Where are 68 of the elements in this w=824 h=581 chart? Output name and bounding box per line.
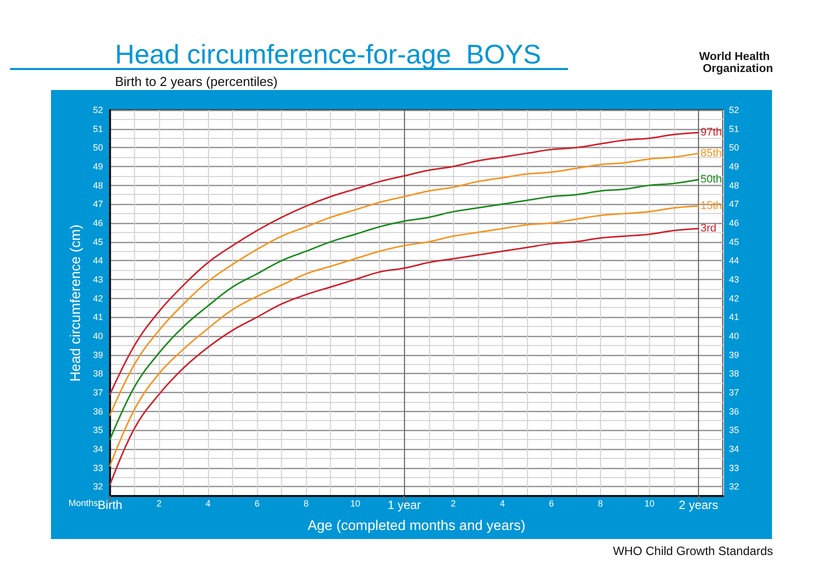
x-tick-label: Birth: [98, 498, 122, 512]
x-axis-title: Age (completed months and years): [308, 517, 526, 533]
y-tick-label: 42: [92, 293, 103, 304]
y2-tick-label: 34: [729, 444, 740, 454]
x-tick-label: 6: [548, 498, 554, 508]
series-label: 50th: [700, 174, 722, 186]
y2-tick-label: 39: [729, 350, 740, 360]
series-label: 3rd: [700, 222, 716, 235]
text: WHO Child Growth Standards: [612, 544, 773, 558]
y2-tick-label: 51: [729, 124, 740, 134]
y-tick-label: 32: [92, 482, 103, 492]
y-tick-label: 40: [92, 330, 103, 341]
y-tick-label: 34: [92, 444, 103, 454]
y2-tick-label: 49: [729, 161, 740, 172]
y2-tick-label: 37: [729, 387, 740, 398]
y-tick-label: 41: [92, 312, 103, 322]
y2-tick-label: 45: [729, 236, 740, 247]
y2-tick-label: 35: [729, 425, 740, 436]
line-series: [109, 178, 700, 440]
y2-tick-label: 42: [729, 293, 740, 304]
y-tick-label: 48: [92, 180, 103, 190]
y2-tick-label: 44: [729, 256, 740, 266]
y2-tick-label: 48: [729, 180, 740, 190]
y-tick-label: 44: [92, 256, 103, 266]
y-axis-title: Head circumference (cm): [67, 224, 84, 382]
y-tick-label: 33: [92, 462, 103, 473]
y2-tick-label: 50: [729, 142, 740, 153]
y2-tick-label: 32: [729, 482, 740, 492]
y2-tick-label: 38: [729, 368, 740, 379]
y-tick-label: 35: [92, 425, 103, 436]
y-tick-label: 37: [92, 387, 103, 398]
x-tick-label: 4: [500, 498, 505, 508]
y-tick-label: 51: [92, 124, 103, 134]
chart-title: Head circumference-for-age BOYS: [115, 40, 542, 70]
text: World Health Organization: [699, 51, 773, 75]
y-tick-label: 49: [92, 161, 103, 172]
y-tick-label: 43: [92, 274, 103, 284]
y-tick-label: 46: [92, 218, 103, 228]
x-tick-label: 1 year: [388, 498, 421, 512]
x-tick-label: 2: [450, 498, 456, 508]
y2-tick-label: 47: [729, 199, 740, 210]
x-tick-label: 8: [304, 498, 309, 508]
y2-tick-label: 43: [729, 274, 740, 284]
x-tick-label: 10: [644, 498, 654, 508]
y-tick-label: 52: [92, 105, 103, 115]
series-label: 97th: [700, 126, 722, 139]
y-tick-label: 47: [92, 199, 103, 210]
y-tick-label: 50: [92, 142, 103, 153]
x-tick-label: 4: [206, 498, 211, 508]
y2-tick-label: 41: [729, 312, 740, 322]
x-tick-label: 2 years: [678, 498, 718, 512]
y2-tick-label: 46: [729, 218, 740, 228]
text: Months: [68, 498, 98, 508]
x-tick-label: 8: [598, 498, 603, 508]
y-tick-label: 38: [92, 368, 103, 379]
y-tick-label: 36: [92, 406, 103, 416]
series-label: 15th: [700, 200, 722, 212]
x-tick-label: 2: [156, 498, 162, 508]
y-tick-label: 45: [92, 236, 103, 247]
y2-tick-label: 52: [729, 105, 740, 115]
chart-subtitle: Birth to 2 years (percentiles): [115, 74, 278, 89]
series-label: 85th: [700, 147, 722, 160]
y2-tick-label: 40: [729, 330, 740, 341]
x-tick-label: 6: [254, 498, 260, 508]
y-tick-label: 39: [92, 350, 103, 360]
x-tick-label: 10: [350, 498, 360, 508]
y2-tick-label: 36: [729, 406, 740, 416]
y2-tick-label: 33: [729, 462, 740, 473]
